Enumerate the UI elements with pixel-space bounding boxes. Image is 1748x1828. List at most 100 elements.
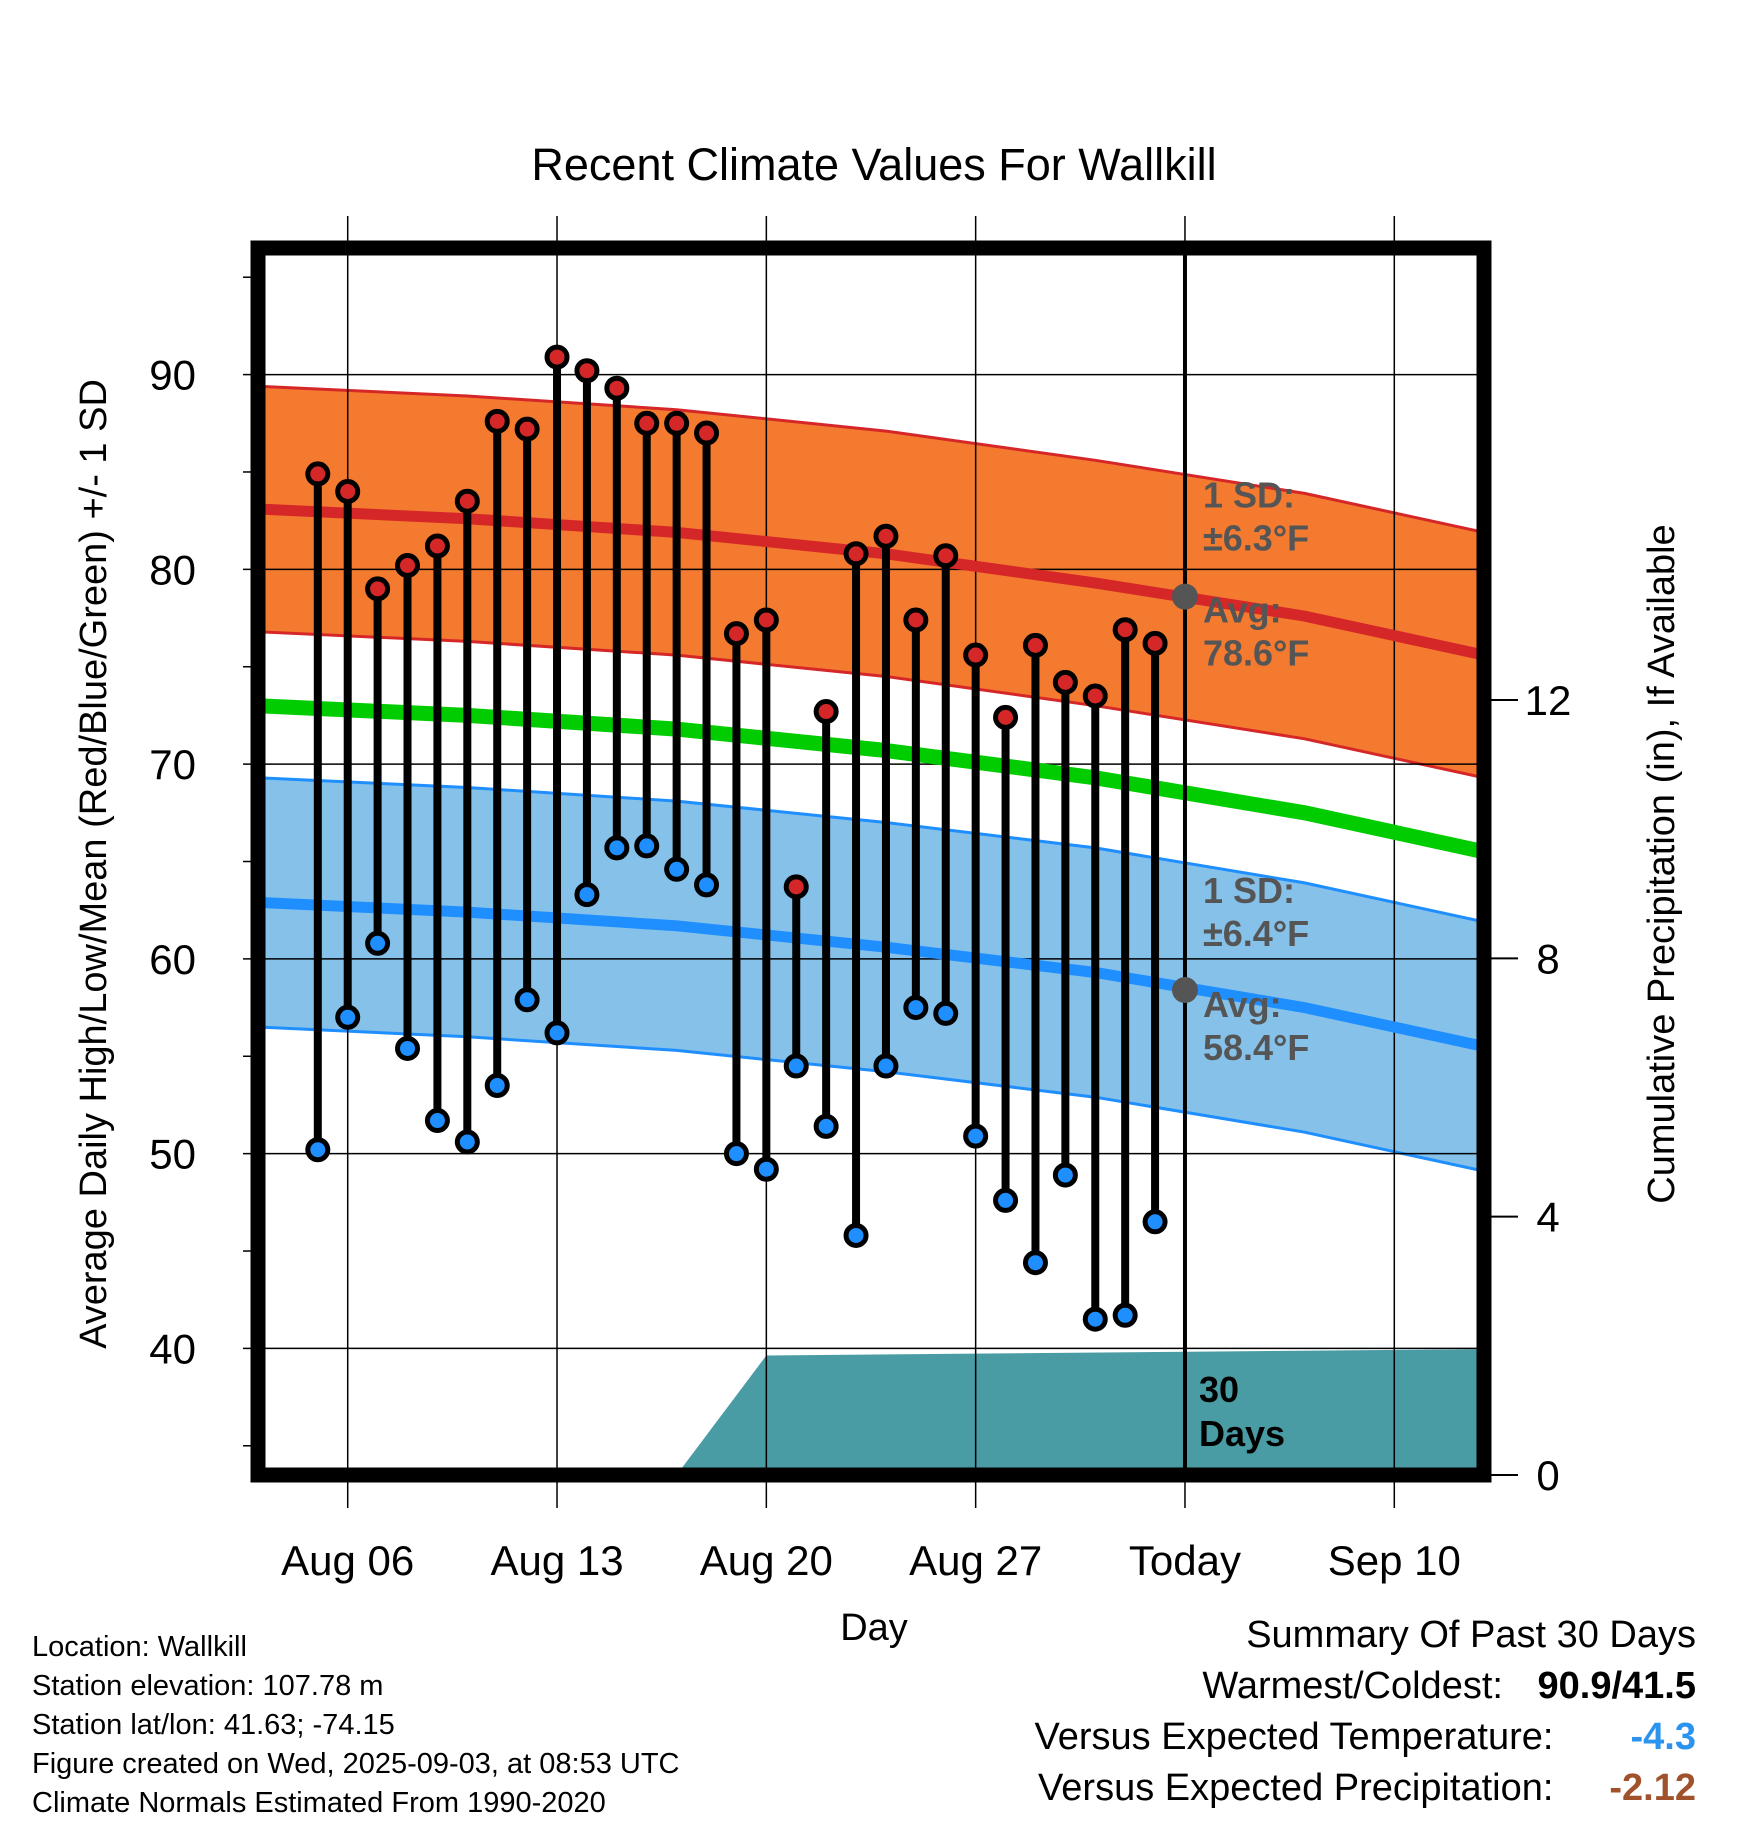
daily-high-point [664, 410, 690, 436]
summary-panel: Summary Of Past 30 Days Warmest/Coldest:… [1035, 1610, 1696, 1814]
daily-low-point [873, 1053, 899, 1079]
y2-axis-label: Cumulative Precipitation (in), If Availa… [1641, 524, 1683, 1203]
daily-high-point [305, 461, 331, 487]
low-sd-label: 1 SD: [1203, 870, 1295, 911]
daily-high-point [1052, 669, 1078, 695]
high-sd-value: ±6.3°F [1203, 518, 1309, 559]
normals-text: Climate Normals Estimated From 1990-2020 [32, 1787, 606, 1819]
precip-label: Versus Expected Precipitation: [1038, 1767, 1554, 1809]
daily-low-point [723, 1141, 749, 1167]
high-avg-label: Avg: [1203, 590, 1282, 631]
low-avg-label: Avg: [1203, 984, 1282, 1025]
low-sd-band [258, 777, 1484, 1172]
temp-label: Versus Expected Temperature: [1034, 1716, 1554, 1758]
daily-high-point [1142, 630, 1168, 656]
daily-low-point [634, 833, 660, 859]
latlon-text: Station lat/lon: 41.63; -74.15 [32, 1709, 395, 1741]
daily-high-point [424, 533, 450, 559]
high-sd-upper-line [258, 384, 1484, 534]
daily-high-point [903, 607, 929, 633]
daily-low-point [335, 1004, 361, 1030]
daily-high-point [753, 607, 779, 633]
daily-high-point [783, 874, 809, 900]
warm-cold-row: Warmest/Coldest: 90.9/41.5 [1035, 1661, 1696, 1712]
daily-low-point [1142, 1209, 1168, 1235]
daily-high-point [395, 552, 421, 578]
daily-high-point [694, 420, 720, 446]
daily-low-point [544, 1020, 570, 1046]
window-label-30: 30 [1199, 1369, 1239, 1410]
daily-low-point [1082, 1306, 1108, 1332]
daily-low-point [903, 995, 929, 1021]
y2-tick-label: 12 [1525, 677, 1572, 724]
x-tick-label: Aug 27 [909, 1537, 1042, 1584]
daily-low-point [1112, 1302, 1138, 1328]
daily-high-point [484, 408, 510, 434]
plot-content [258, 248, 1484, 1475]
daily-low-point [933, 1000, 959, 1026]
window-label-days: Days [1199, 1413, 1285, 1454]
summary-heading: Summary Of Past 30 Days [1246, 1614, 1696, 1656]
daily-high-point [574, 358, 600, 384]
temp-row: Versus Expected Temperature: -4.3 [1035, 1712, 1696, 1763]
precip-row: Versus Expected Precipitation: -2.12 [1035, 1763, 1696, 1814]
x-tick-label: Aug 13 [490, 1537, 623, 1584]
y-tick-label: 60 [149, 936, 196, 983]
daily-high-point [843, 541, 869, 567]
daily-low-point [993, 1187, 1019, 1213]
daily-high-point [813, 699, 839, 725]
daily-low-point [454, 1129, 480, 1155]
daily-high-point [454, 488, 480, 514]
x-tick-label: Aug 20 [700, 1537, 833, 1584]
daily-low-point [813, 1113, 839, 1139]
daily-high-point [365, 576, 391, 602]
daily-low-point [783, 1053, 809, 1079]
daily-high-point [723, 621, 749, 647]
y2-tick-label: 8 [1536, 935, 1559, 982]
daily-low-point [963, 1123, 989, 1149]
daily-low-point [395, 1035, 421, 1061]
high-sd-label: 1 SD: [1203, 475, 1295, 516]
daily-low-point [664, 856, 690, 882]
warm-cold-value: 90.9/41.5 [1537, 1665, 1696, 1707]
precip-value: -2.12 [1609, 1767, 1696, 1809]
daily-high-point [335, 478, 361, 504]
created-text: Figure created on Wed, 2025-09-03, at 08… [32, 1748, 680, 1780]
daily-high-point [514, 416, 540, 442]
daily-low-point [694, 872, 720, 898]
y-tick-label: 70 [149, 741, 196, 788]
y2-tick-label: 4 [1536, 1194, 1559, 1241]
daily-high-point [634, 410, 660, 436]
low-avg-value: 58.4°F [1203, 1027, 1309, 1068]
x-tick-label: Sep 10 [1328, 1537, 1461, 1584]
daily-high-point [873, 523, 899, 549]
y-tick-label: 50 [149, 1131, 196, 1178]
daily-high-point [544, 344, 570, 370]
daily-low-point [843, 1222, 869, 1248]
location-text: Location: Wallkill [32, 1631, 247, 1663]
x-tick-label: Today [1129, 1537, 1241, 1584]
high-avg-value: 78.6°F [1203, 633, 1309, 674]
daily-low-point [1022, 1250, 1048, 1276]
plot-frame [250, 240, 1492, 1483]
y-tick-label: 80 [149, 546, 196, 593]
daily-low-point [365, 930, 391, 956]
daily-low-point [305, 1137, 331, 1163]
daily-low-point [484, 1072, 510, 1098]
temp-value: -4.3 [1630, 1716, 1696, 1758]
daily-high-point [963, 642, 989, 668]
chart-title: Recent Climate Values For Wallkill [531, 139, 1216, 190]
daily-low-point [514, 987, 540, 1013]
warm-cold-label: Warmest/Coldest: [1202, 1665, 1503, 1707]
y-tick-label: 90 [149, 352, 196, 399]
today-avg-high-marker [1171, 583, 1198, 610]
y-axis-label: Average Daily High/Low/Mean (Red/Blue/Gr… [73, 379, 115, 1349]
daily-low-point [604, 835, 630, 861]
daily-high-point [1082, 683, 1108, 709]
elevation-text: Station elevation: 107.78 m [32, 1670, 384, 1702]
y-tick-label: 40 [149, 1325, 196, 1372]
daily-high-point [993, 704, 1019, 730]
daily-low-point [574, 882, 600, 908]
x-tick-label: Aug 06 [281, 1537, 414, 1584]
